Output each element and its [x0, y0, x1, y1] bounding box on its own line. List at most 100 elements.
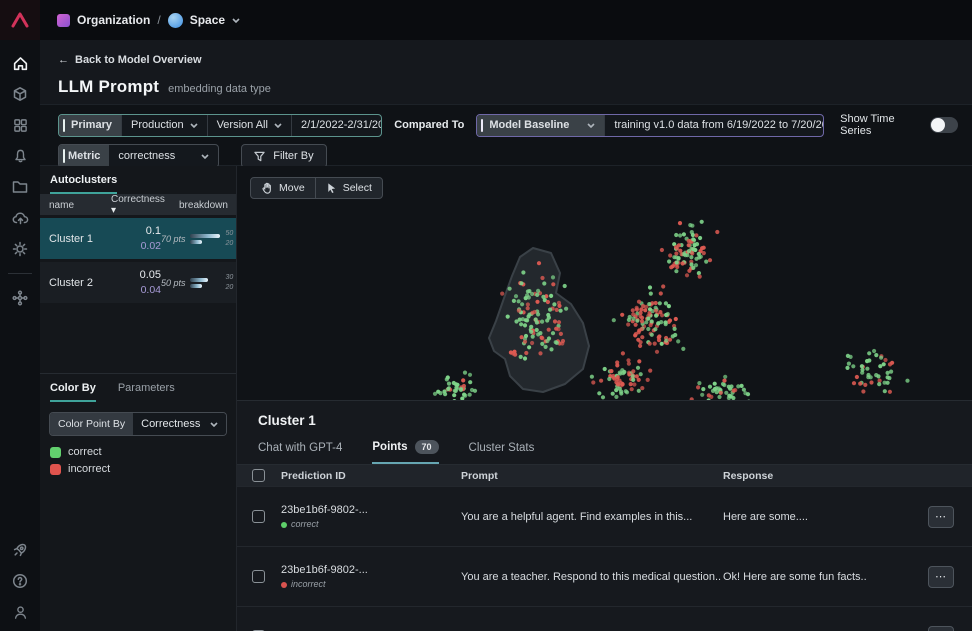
correctness-primary-value: 0.05	[139, 269, 161, 282]
move-tool-button[interactable]: Move	[251, 178, 315, 198]
sidebar-item-directory[interactable]	[11, 178, 29, 196]
toggle-knob	[931, 118, 946, 132]
chevron-down-icon	[190, 122, 198, 128]
status-line: correct	[281, 518, 461, 532]
back-arrow-icon: ←	[58, 54, 69, 66]
cluster-detail-title: Cluster 1	[258, 413, 316, 428]
primary-dataset-group: Primary Production Version All 2/1/2022-…	[58, 113, 383, 137]
breakdown-bar-1	[189, 233, 220, 238]
sidebar-item-home[interactable]	[11, 54, 29, 72]
column-breakdown[interactable]: breakdown	[179, 199, 228, 211]
autocluster-row-cluster-2[interactable]: Cluster 2 0.05 0.04 50 pts 30 20	[40, 262, 236, 304]
sidebar-item-alerts[interactable]	[11, 147, 29, 165]
column-prediction-id[interactable]: Prediction ID	[281, 469, 346, 482]
chevron-down-icon[interactable]	[232, 17, 240, 23]
row-actions-button[interactable]: ⋯	[928, 625, 954, 631]
color-by-section: Color By Parameters Color Point By Corre…	[40, 373, 236, 475]
points-count-badge: 70	[414, 440, 439, 454]
help-icon	[12, 573, 28, 589]
legend-item-incorrect: incorrect	[50, 463, 236, 475]
column-name[interactable]: name	[49, 199, 75, 211]
scatter-points	[432, 219, 910, 400]
row-actions-button[interactable]: ⋯	[928, 565, 954, 588]
date-range-picker[interactable]: 2/1/2022-2/31/2022	[290, 114, 381, 136]
row-actions-button[interactable]: ⋯	[928, 505, 954, 528]
prompt-cell: You are a helpful agent. Find examples i…	[461, 510, 693, 523]
breakdown-bars	[189, 233, 222, 244]
sidebar-item-help[interactable]	[11, 572, 29, 590]
tab-cluster-stats[interactable]: Cluster Stats	[468, 442, 535, 454]
row-checkbox[interactable]	[252, 570, 265, 583]
prediction-id[interactable]: 23be1b6f-9802-...	[281, 503, 368, 516]
column-response[interactable]: Response	[723, 469, 774, 482]
embedding-plot[interactable]: Move Select	[237, 166, 972, 400]
metric-label-chip: Metric	[59, 145, 110, 167]
tab-chat-with-gpt4[interactable]: Chat with GPT-4	[258, 442, 343, 454]
chevron-down-icon	[274, 122, 282, 128]
column-correctness[interactable]: Correctness ▾	[111, 194, 165, 216]
baseline-description[interactable]: training v1.0 data from 6/19/2022 to 7/2…	[604, 114, 825, 136]
row-checkbox[interactable]	[252, 510, 265, 523]
tab-points[interactable]: Points 70	[372, 440, 439, 464]
baseline-description-value: training v1.0 data from 6/19/2022 to 7/2…	[614, 119, 825, 131]
prediction-id[interactable]: 23be1b6f-9802-...	[281, 563, 368, 576]
chevron-down-icon	[587, 122, 595, 128]
ellipsis-icon: ⋯	[935, 511, 947, 523]
filter-by-button[interactable]: Filter By	[241, 144, 327, 168]
tab-autoclusters[interactable]: Autoclusters	[50, 174, 118, 194]
sidebar-item-settings[interactable]	[11, 240, 29, 258]
metric-dropdown[interactable]: correctness	[109, 145, 218, 167]
page-title: LLM Prompt	[58, 77, 160, 96]
points-table-row[interactable]: 23be1b6f-9802-... incorrect You are a te…	[237, 546, 972, 606]
legend-label: incorrect	[68, 463, 111, 475]
select-all-checkbox[interactable]	[252, 469, 265, 482]
status-dot	[281, 581, 287, 588]
autocluster-row-cluster-1[interactable]: Cluster 1 0.1 0.02 70 pts 50 20	[40, 218, 236, 260]
sidebar-item-spaces[interactable]	[11, 116, 29, 134]
breadcrumb-organization[interactable]: Organization	[77, 13, 151, 27]
grid-icon	[13, 118, 27, 132]
tab-color-by[interactable]: Color By	[50, 382, 96, 402]
funnel-icon	[254, 151, 265, 161]
cursor-select-icon	[327, 183, 335, 194]
sidebar-item-models[interactable]	[11, 85, 29, 103]
sidebar-item-upload[interactable]	[11, 209, 29, 227]
bar-1-label: 30	[225, 274, 234, 282]
organization-avatar[interactable]	[57, 13, 70, 27]
legend: correct incorrect	[50, 446, 236, 475]
show-time-series-toggle[interactable]	[930, 117, 958, 133]
version-dropdown[interactable]: Version All	[206, 114, 291, 136]
points-table-row[interactable]: 23be1b6f-9802-... correct You are a help…	[237, 486, 972, 546]
column-prompt[interactable]: Prompt	[461, 469, 498, 482]
sidebar-item-launch[interactable]	[11, 541, 29, 559]
cloud-upload-icon	[12, 212, 28, 225]
points-table-row[interactable]: 23be1b6f-9802-... 1 0 ⋯	[237, 606, 972, 631]
space-avatar[interactable]	[167, 12, 183, 28]
select-tool-button[interactable]: Select	[314, 178, 382, 198]
environment-dropdown[interactable]: Production	[120, 114, 207, 136]
breadcrumb-space[interactable]: Space	[189, 13, 226, 27]
sidebar-item-account[interactable]	[11, 603, 29, 621]
sidebar-item-embeddings[interactable]	[11, 289, 29, 307]
home-icon	[13, 56, 27, 70]
breadcrumb: Organization / Space	[57, 12, 240, 28]
cluster-detail-panel: Cluster 1 Chat with GPT-4 Points 70 Clus…	[237, 400, 972, 631]
chevron-down-icon	[201, 153, 209, 159]
cluster-name: Cluster 1	[49, 232, 94, 245]
date-range-value: 2/1/2022-2/31/2022	[300, 119, 381, 131]
status-label: incorrect	[291, 579, 326, 589]
version-value: Version All	[216, 119, 268, 131]
color-point-by-dropdown[interactable]: Correctness	[133, 413, 226, 435]
move-label: Move	[279, 182, 305, 194]
status-dot	[281, 521, 287, 528]
back-to-model-overview-link[interactable]: ← Back to Model Overview	[58, 54, 202, 66]
color-point-by-control: Color Point By Correctness	[49, 412, 227, 436]
autoclusters-header: name Correctness ▾ breakdown	[40, 194, 236, 216]
breakdown-bars	[189, 277, 222, 288]
baseline-dropdown[interactable]: Model Baseline	[477, 114, 605, 136]
tab-parameters[interactable]: Parameters	[117, 382, 175, 394]
prompt-cell: You are a teacher. Respond to this medic…	[461, 570, 722, 583]
arize-logo[interactable]	[0, 0, 40, 40]
baseline-value: Model Baseline	[489, 119, 570, 131]
